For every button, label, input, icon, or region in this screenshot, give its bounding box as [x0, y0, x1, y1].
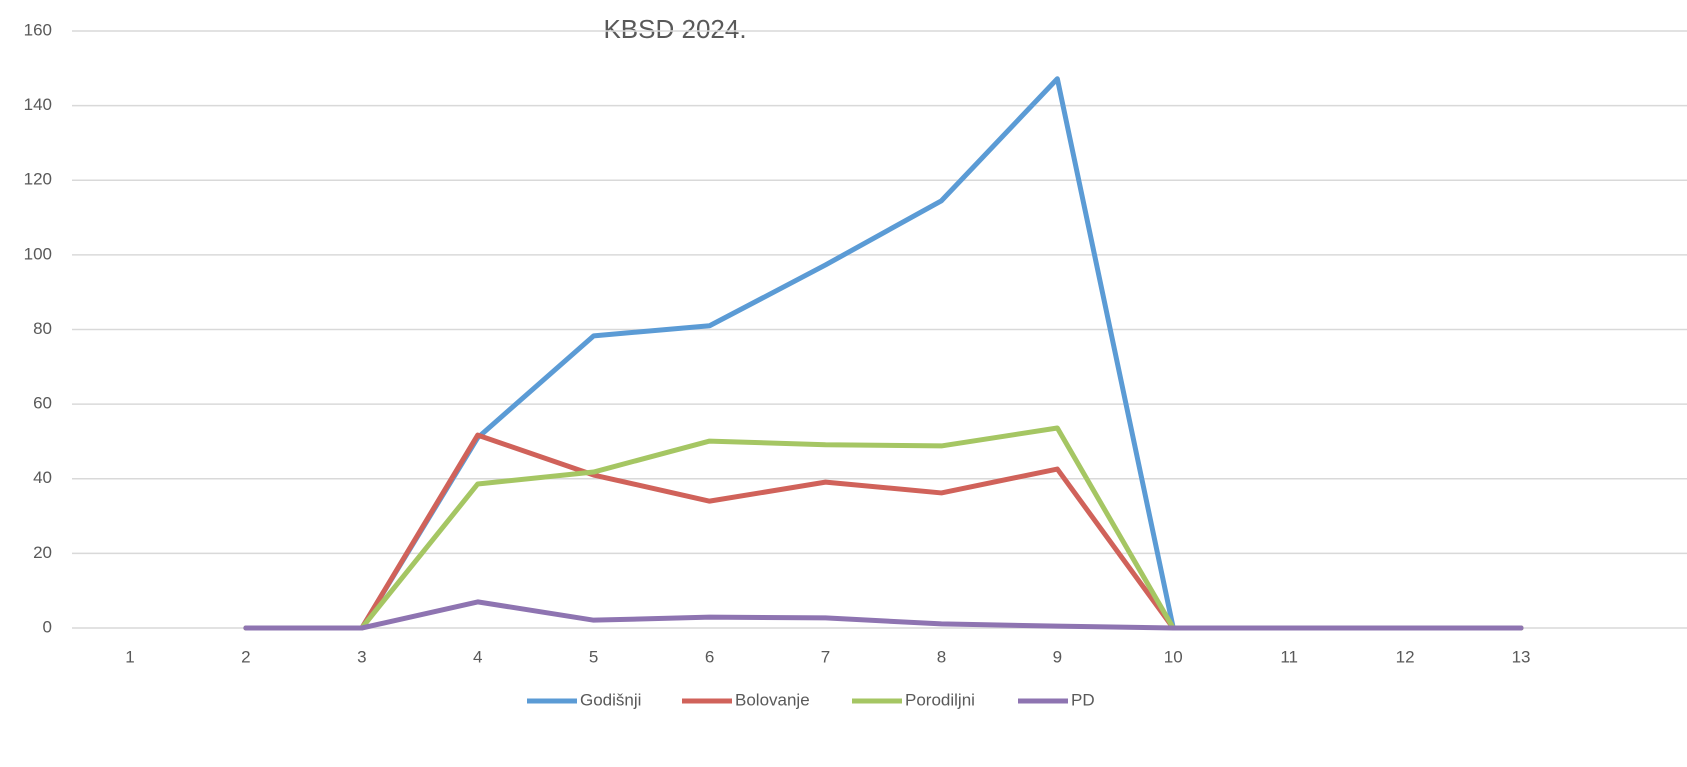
- y-tick-label: 160: [24, 20, 52, 39]
- line-series: [243, 599, 1524, 631]
- x-tick-label: 6: [705, 647, 714, 666]
- legend-label: Godišnji: [580, 690, 641, 709]
- x-tick-label: 3: [357, 647, 366, 666]
- x-tick-label: 4: [473, 647, 482, 666]
- legend-label: PD: [1071, 690, 1095, 709]
- x-tick-label: 8: [937, 647, 946, 666]
- line-series: [243, 76, 1524, 631]
- y-tick-label: 40: [33, 468, 52, 487]
- x-tick-label: 5: [589, 647, 598, 666]
- x-tick-label: 10: [1164, 647, 1183, 666]
- y-tick-label: 120: [24, 170, 52, 189]
- legend-label: Bolovanje: [735, 690, 810, 709]
- x-tick-label: 1: [125, 647, 134, 666]
- y-tick-label: 80: [33, 319, 52, 338]
- legend-label: Porodiljni: [905, 690, 975, 709]
- y-tick-label: 140: [24, 95, 52, 114]
- x-tick-label: 2: [241, 647, 250, 666]
- x-tick-label: 9: [1053, 647, 1062, 666]
- y-tick-label: 20: [33, 543, 52, 562]
- x-tick-label: 7: [821, 647, 830, 666]
- x-tick-label: 12: [1396, 647, 1415, 666]
- y-tick-label: 60: [33, 394, 52, 413]
- x-tick-label: 13: [1512, 647, 1531, 666]
- line-series: [243, 425, 1524, 631]
- chart-title: KBSD 2024.: [603, 14, 746, 44]
- y-tick-label: 0: [43, 617, 52, 636]
- x-tick-label: 11: [1280, 647, 1298, 666]
- y-tick-label: 100: [24, 244, 52, 263]
